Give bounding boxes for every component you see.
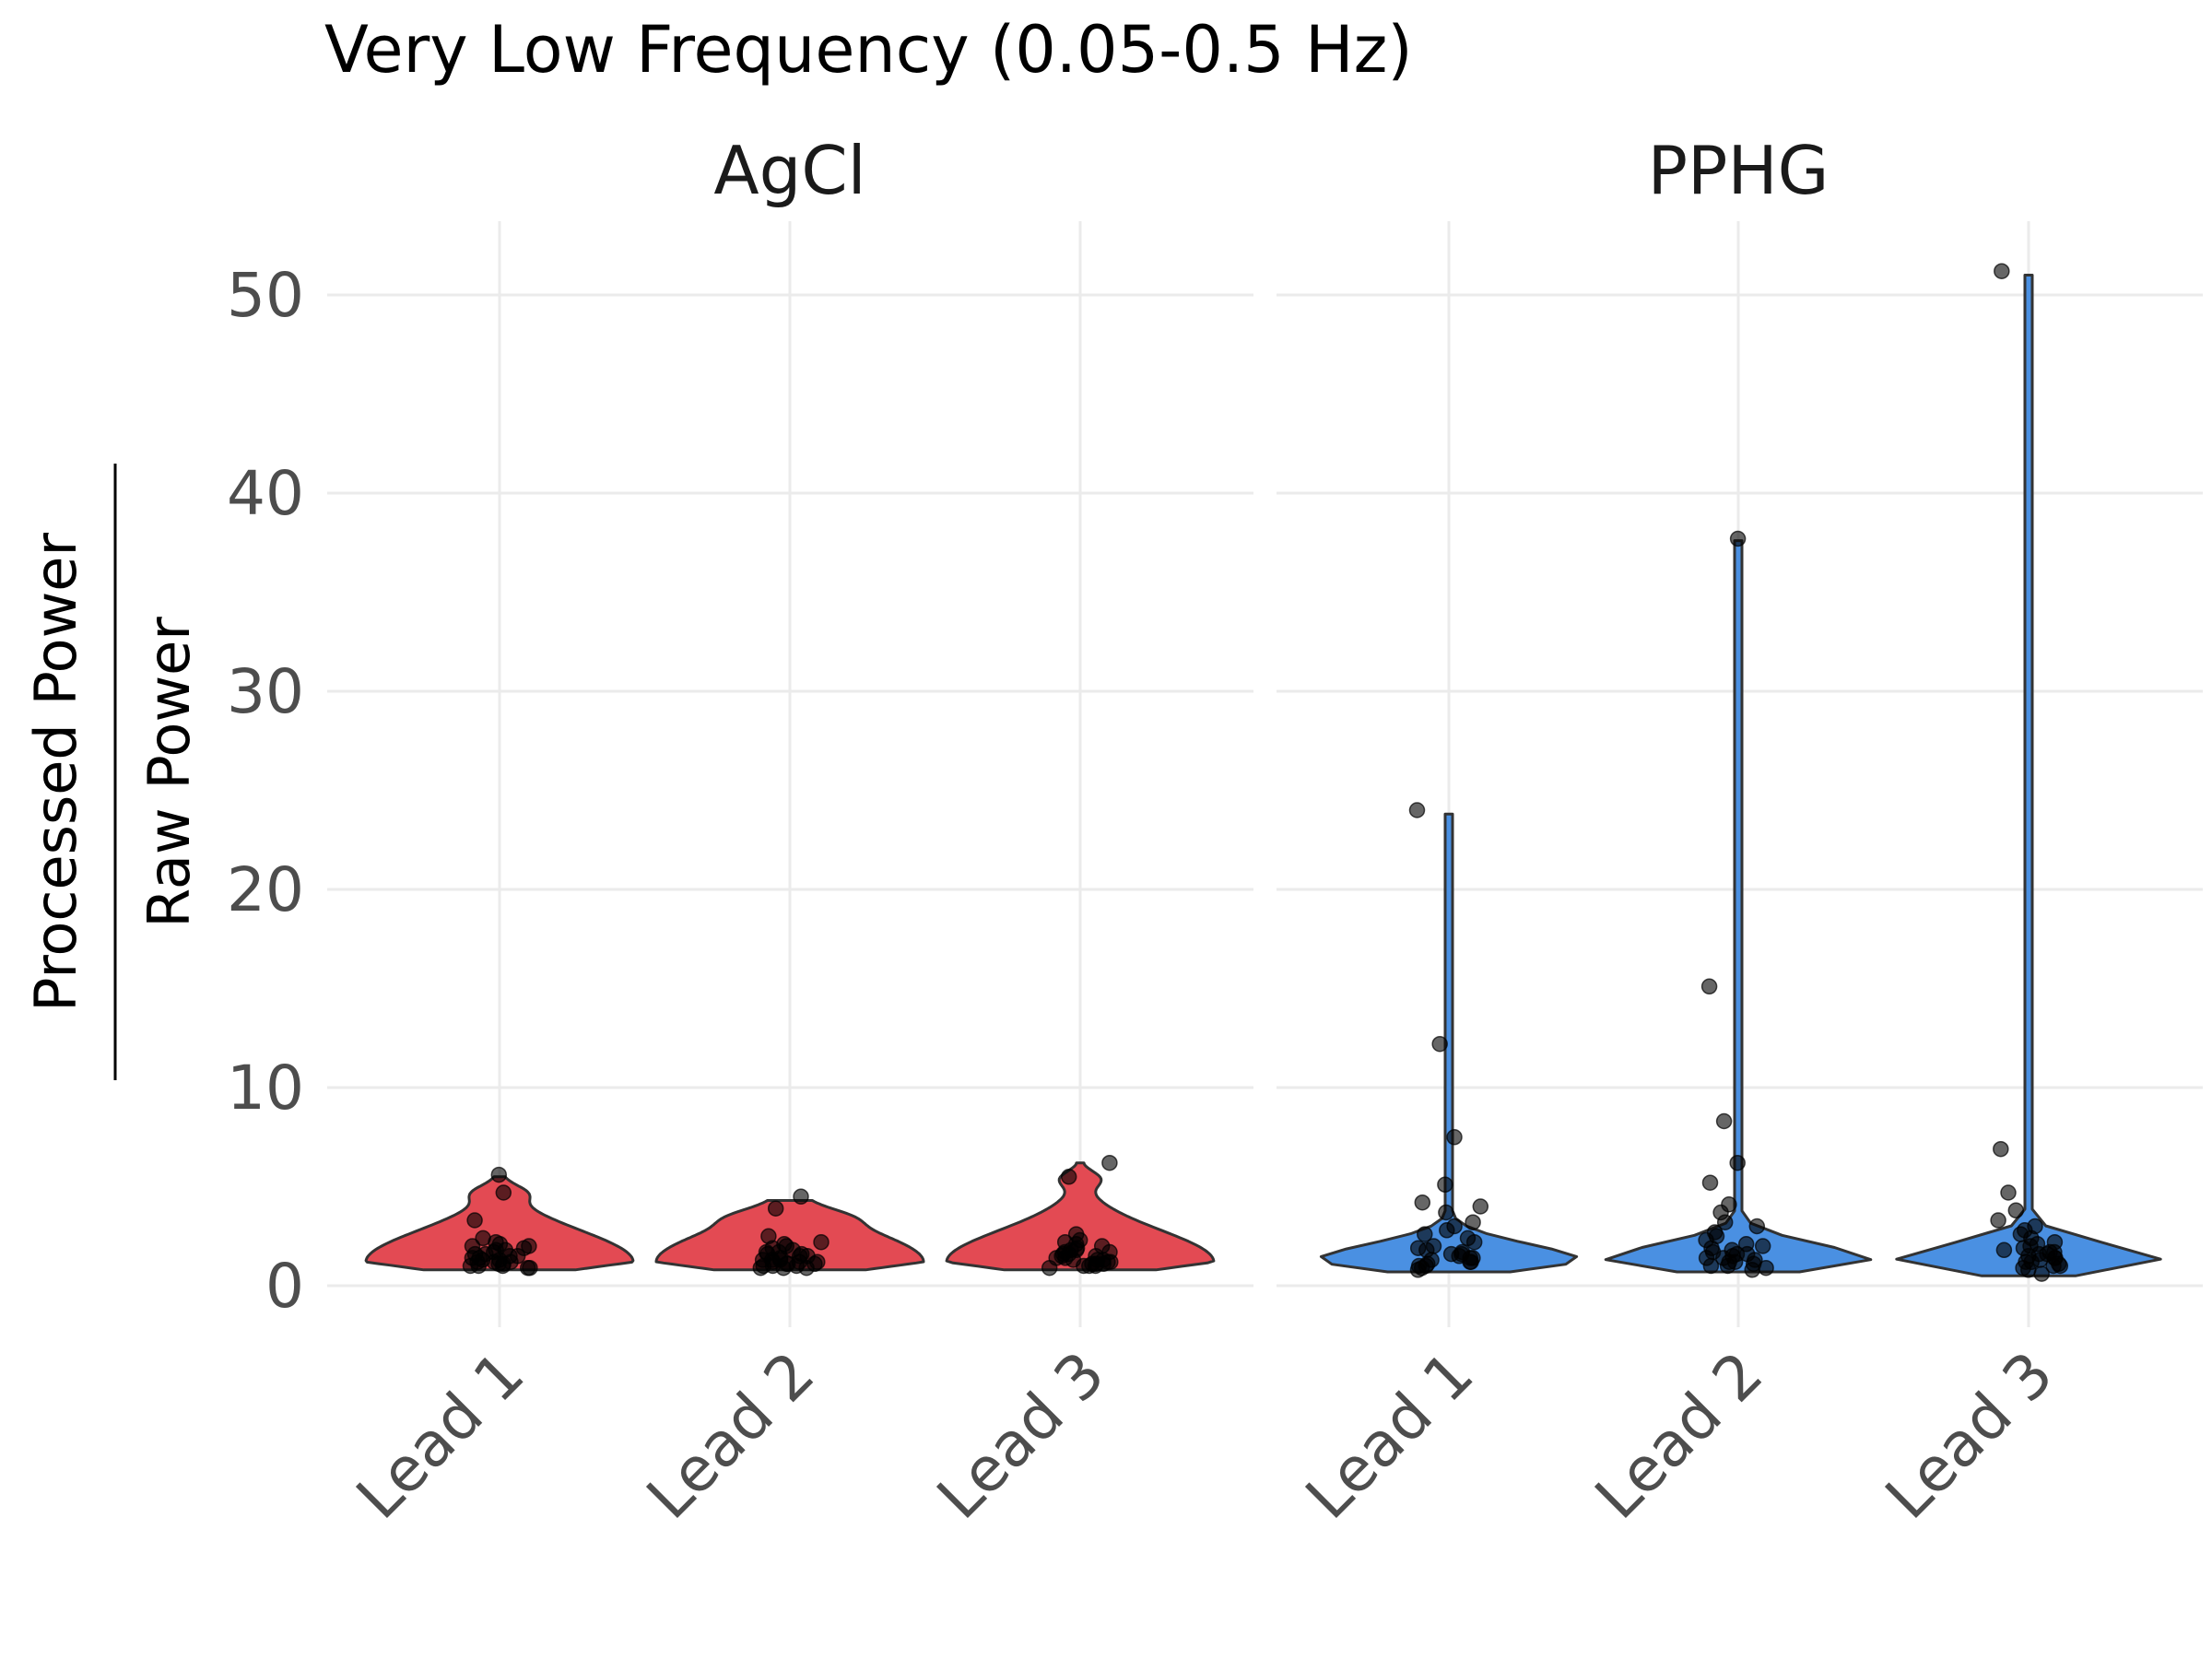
x-tick-label: Lead 1 xyxy=(343,1338,537,1533)
data-point xyxy=(1721,1253,1737,1270)
violin-body xyxy=(654,1199,925,1272)
data-point xyxy=(1729,1154,1746,1171)
violin-body xyxy=(945,1161,1216,1272)
y-tick-label: 10 xyxy=(227,1053,304,1124)
facet-strip-label: PPHG xyxy=(1648,132,1830,209)
data-point xyxy=(2052,1257,2069,1275)
data-point xyxy=(791,1253,808,1270)
data-point xyxy=(1439,1222,1455,1239)
data-point xyxy=(1990,1212,2006,1229)
data-point xyxy=(1465,1214,1481,1230)
data-point xyxy=(1738,1245,1756,1263)
y-axis-label-denominator: Raw Power xyxy=(135,617,203,928)
y-tick-label: 30 xyxy=(227,656,304,727)
violin-group-lead-3 xyxy=(1895,263,2162,1282)
y-axis-label: Processed Power Raw Power xyxy=(22,464,203,1080)
data-point xyxy=(776,1236,793,1253)
data-point xyxy=(1041,1259,1058,1277)
data-point xyxy=(494,1257,512,1275)
x-tick-label: Lead 2 xyxy=(1582,1338,1776,1533)
data-point xyxy=(1431,1035,1448,1053)
data-point xyxy=(2023,1253,2040,1270)
data-point xyxy=(1442,1245,1460,1263)
panels: 0 10 20 30 40 50 AgCl Lead 1 Lead 2 Lead 3 PPHG Lea… xyxy=(227,132,2203,1533)
data-point xyxy=(1754,1238,1771,1254)
x-tick-label: Lead 1 xyxy=(1292,1338,1487,1533)
data-point xyxy=(1463,1253,1479,1270)
data-point xyxy=(2007,1202,2025,1219)
violin-group-lead-1 xyxy=(1319,802,1579,1278)
violin-body xyxy=(1895,274,2162,1277)
data-point xyxy=(1438,1204,1454,1221)
data-point xyxy=(1418,1257,1434,1275)
data-point xyxy=(1993,1140,2009,1158)
data-point xyxy=(1715,1112,1733,1130)
data-point xyxy=(1408,802,1426,818)
data-point xyxy=(471,1250,488,1266)
data-point xyxy=(1758,1259,1774,1277)
data-point xyxy=(813,1233,830,1251)
data-point xyxy=(1056,1233,1074,1251)
data-point xyxy=(2029,1236,2046,1253)
data-point xyxy=(1446,1129,1463,1146)
y-tick-label: 20 xyxy=(227,854,304,925)
data-point xyxy=(1994,263,2010,279)
data-point xyxy=(1744,1262,1760,1278)
x-tick-label: Lead 2 xyxy=(633,1338,828,1533)
data-point xyxy=(495,1184,512,1201)
x-tick-label: Lead 3 xyxy=(924,1338,1118,1533)
facet-strip-label: AgCl xyxy=(713,132,865,209)
y-axis-label-numerator: Processed Power xyxy=(22,533,89,1012)
data-point xyxy=(1414,1194,1431,1211)
data-point xyxy=(521,1238,537,1254)
data-point xyxy=(1748,1218,1766,1235)
data-point xyxy=(1437,1176,1453,1194)
data-point xyxy=(522,1259,538,1277)
data-point xyxy=(1101,1243,1118,1261)
panel-agcl: AgCl Lead 1 Lead 2 Lead 3 xyxy=(327,132,1253,1533)
data-point xyxy=(752,1259,770,1277)
data-point xyxy=(767,1200,784,1217)
data-point xyxy=(1701,1174,1719,1191)
data-point xyxy=(1417,1226,1433,1242)
violin-body xyxy=(1319,812,1579,1274)
violin-group-lead-2 xyxy=(654,1188,925,1277)
data-point xyxy=(793,1188,809,1206)
data-point xyxy=(1472,1198,1489,1215)
data-point xyxy=(1060,1169,1077,1185)
data-point xyxy=(2000,1184,2017,1201)
data-point xyxy=(490,1166,508,1183)
violin-group-lead-1 xyxy=(364,1166,635,1277)
violin-group-lead-3 xyxy=(945,1154,1216,1277)
y-tick-label: 40 xyxy=(227,458,304,529)
y-tick-label: 50 xyxy=(227,260,304,331)
data-point xyxy=(1700,978,1718,995)
data-point xyxy=(1065,1252,1082,1268)
data-point xyxy=(2033,1265,2050,1282)
violin-group-lead-2 xyxy=(1604,530,1873,1278)
data-point xyxy=(1995,1241,2013,1259)
data-point xyxy=(1101,1154,1118,1171)
chart-title: Very Low Frequency (0.05-0.5 Hz) xyxy=(324,12,1413,88)
data-point xyxy=(1716,1214,1734,1230)
data-point xyxy=(466,1212,483,1229)
y-tick-label: 0 xyxy=(265,1251,304,1322)
data-point xyxy=(1729,530,1747,547)
data-point xyxy=(2041,1243,2058,1261)
data-point xyxy=(1702,1257,1720,1275)
x-tick-label: Lead 3 xyxy=(1872,1338,2066,1533)
data-point xyxy=(1465,1233,1483,1251)
panel-pphg: PPHG Lead 1 Lead 2 Lead 3 xyxy=(1277,132,2203,1533)
data-point xyxy=(1087,1257,1104,1275)
